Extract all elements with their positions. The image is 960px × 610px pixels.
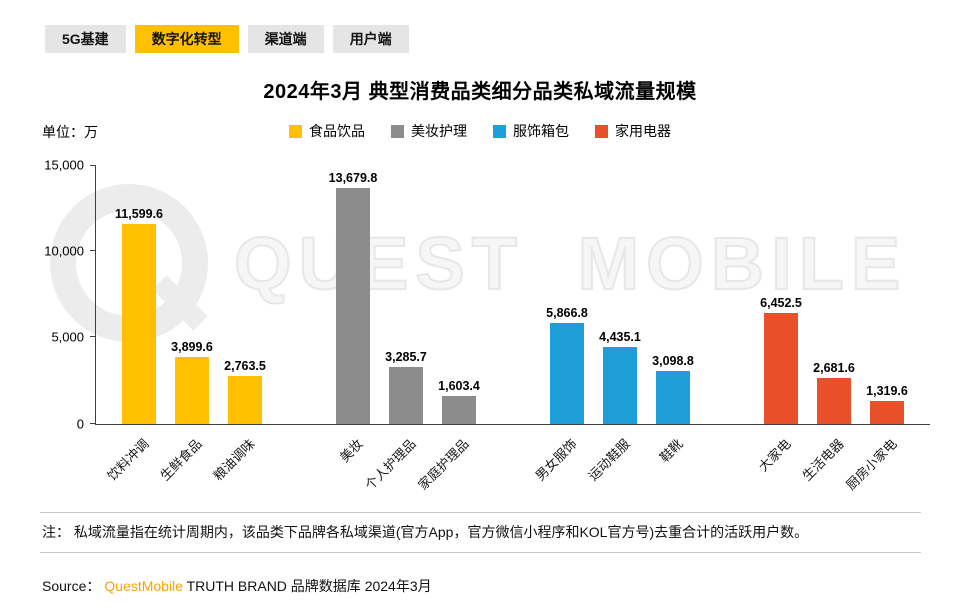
bar-value-label: 3,899.6 [171,339,213,354]
chart-area: QUEST MOBILE 15,000 10,000 5,000 0 11,59… [0,158,960,510]
legend-item-home-appliance: 家用电器 [595,121,671,141]
note-text: 注： 私域流量指在统计周期内，该品类下品牌各私域渠道(官方App，官方微信小程序… [40,512,921,553]
legend-row: 单位：万 食品饮品 美妆护理 服饰箱包 家用电器 [0,121,960,141]
bar [817,377,851,424]
source-rest: TRUTH BRAND 品牌数据库 2024年3月 [182,578,432,594]
bar-value-label: 1,603.4 [438,379,480,394]
bar-value-label: 3,098.8 [652,353,694,368]
bar-group-食品饮品: 11,599.6 饮料冲调 3,899.6 生鲜食品 2,763.5 粮油调味 [104,207,266,484]
bar-value-label: 5,866.8 [546,305,588,320]
x-axis-label: 大家电 [755,436,794,475]
bar [122,223,156,424]
bar [764,312,798,424]
x-axis-label: 个人护理品 [362,436,419,493]
legend-item-apparel-bags: 服饰箱包 [493,121,569,141]
bar-value-label: 6,452.5 [760,295,802,310]
x-axis-label: 饮料冲调 [104,436,152,484]
bar [228,376,262,424]
bar-column-个人护理品: 3,285.7 个人护理品 [362,350,427,492]
bar [656,370,690,424]
bar-column-厨房小家电: 1,319.6 厨房小家电 [843,384,908,492]
legend-item-beauty-care: 美妆护理 [391,121,467,141]
bar-value-label: 2,681.6 [813,360,855,375]
legend-label: 美妆护理 [411,123,467,139]
bar [389,367,423,424]
y-tick-10000: 10,000 [44,243,84,259]
bar-column-美妆: 13,679.8 美妆 [329,171,378,465]
x-axis-label: 鞋靴 [656,436,686,466]
x-axis-label: 家庭护理品 [415,436,472,493]
bar [603,347,637,424]
legend-label: 家用电器 [615,123,671,139]
x-axis-label: 美妆 [336,436,366,466]
bar-column-运动鞋服: 4,435.1 运动鞋服 [585,330,641,483]
legend-swatch-food-beverage [289,124,302,138]
legend-swatch-beauty-care [391,124,404,138]
bar [870,401,904,424]
page-title: 2024年3月 典型消费品类细分品类私域流量规模 [263,81,697,103]
plot-area: 15,000 10,000 5,000 0 11,599.6 饮料冲调 3,899.… [44,158,930,493]
legend-swatch-home-appliance [595,124,608,138]
x-axis-label: 男女服饰 [532,436,580,484]
bar-value-label: 13,679.8 [328,170,378,185]
tab-channel[interactable]: 渠道端 [247,25,324,53]
y-tick-mark [90,423,96,424]
x-axis-label: 生鲜食品 [157,436,205,484]
bar-column-生活电器: 2,681.6 生活电器 [799,361,855,484]
bar-column-男女服饰: 5,866.8 男女服饰 [532,306,588,484]
x-axis-label: 厨房小家电 [843,436,900,493]
x-axis-label: 运动鞋服 [585,436,633,484]
bar-column-粮油调味: 2,763.5 粮油调味 [210,359,266,483]
bar [175,356,209,424]
legend: 食品饮品 美妆护理 服饰箱包 家用电器 [0,121,960,141]
x-axis-label: 生活电器 [799,436,847,484]
y-tick-mark [90,165,96,166]
bar [442,396,476,424]
bar-value-label: 4,435.1 [599,330,641,345]
bar-group-家用电器: 6,452.5 大家电 2,681.6 生活电器 1,319.6 厨房小家电 [756,296,908,493]
bar-value-label: 3,285.7 [385,350,427,365]
y-tick-0: 0 [76,416,84,432]
tab-bar: 5G基建 数字化转型 渠道端 用户端 [45,25,409,53]
legend-label: 食品饮品 [309,123,365,139]
legend-label: 服饰箱包 [513,123,569,139]
legend-item-food-beverage: 食品饮品 [289,121,365,141]
source-line: Source： QuestMobile TRUTH BRAND 品牌数据库 202… [42,576,432,596]
tab-5g-infrastructure[interactable]: 5G基建 [45,25,126,53]
source-prefix: Source： [42,578,101,594]
source-brand: QuestMobile [104,578,183,594]
bar-column-大家电: 6,452.5 大家电 [756,296,802,475]
bar-column-饮料冲调: 11,599.6 饮料冲调 [104,207,163,484]
y-tick-15000: 15,000 [44,157,84,173]
bar-column-生鲜食品: 3,899.6 生鲜食品 [157,340,213,484]
bar-group-美妆护理: 13,679.8 美妆 3,285.7 个人护理品 1,603.4 家庭护理品 [329,171,480,493]
bar-value-label: 1,319.6 [866,384,908,399]
bar-value-label: 11,599.6 [115,206,163,221]
bar-column-鞋靴: 3,098.8 鞋靴 [652,354,694,466]
y-tick-mark [90,250,96,251]
legend-swatch-apparel-bags [493,124,506,138]
unit-label: 单位：万 [42,124,98,140]
y-tick-mark [90,336,96,337]
tab-user[interactable]: 用户端 [332,25,409,53]
bar-value-label: 2,763.5 [224,359,266,374]
bar-group-服饰箱包: 5,866.8 男女服饰 4,435.1 运动鞋服 3,098.8 鞋靴 [532,306,694,484]
bar [550,322,584,424]
y-tick-5000: 5,000 [51,329,84,345]
tab-digital-transformation[interactable]: 数字化转型 [134,25,239,53]
bar [336,187,370,424]
bar-column-家庭护理品: 1,603.4 家庭护理品 [415,379,480,492]
x-axis-label: 粮油调味 [210,436,258,484]
